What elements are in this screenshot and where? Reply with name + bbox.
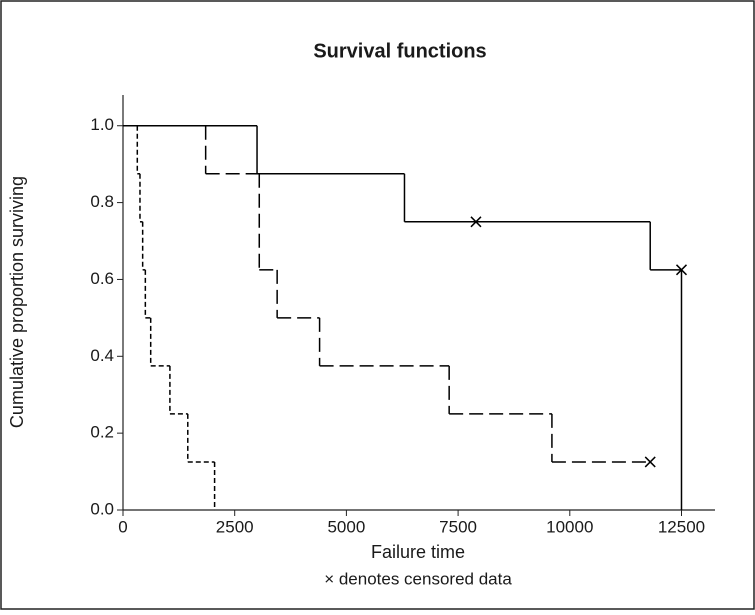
x-tick-label: 5000: [327, 517, 365, 536]
x-tick-label: 7500: [439, 517, 477, 536]
chart-title: Survival functions: [313, 40, 486, 62]
y-tick-label: 0.4: [90, 346, 114, 365]
x-tick-label: 0: [118, 517, 127, 536]
y-tick-label: 0.0: [90, 499, 114, 518]
y-tick-label: 0.6: [90, 269, 114, 288]
note: × denotes censored data: [324, 569, 512, 588]
x-axis-label: Failure time: [371, 542, 465, 562]
x-tick-label: 12500: [658, 517, 705, 536]
censor-mark: [644, 456, 656, 468]
y-axis-label: Cumulative proportion surviving: [7, 176, 27, 428]
y-tick-label: 0.8: [90, 192, 114, 211]
censor-mark: [470, 216, 482, 228]
censor-mark: [675, 264, 688, 276]
x-tick-label: 2500: [216, 517, 254, 536]
y-tick-label: 1.0: [90, 115, 114, 134]
y-tick-label: 0.2: [90, 423, 114, 442]
x-tick-label: 10000: [546, 517, 593, 536]
